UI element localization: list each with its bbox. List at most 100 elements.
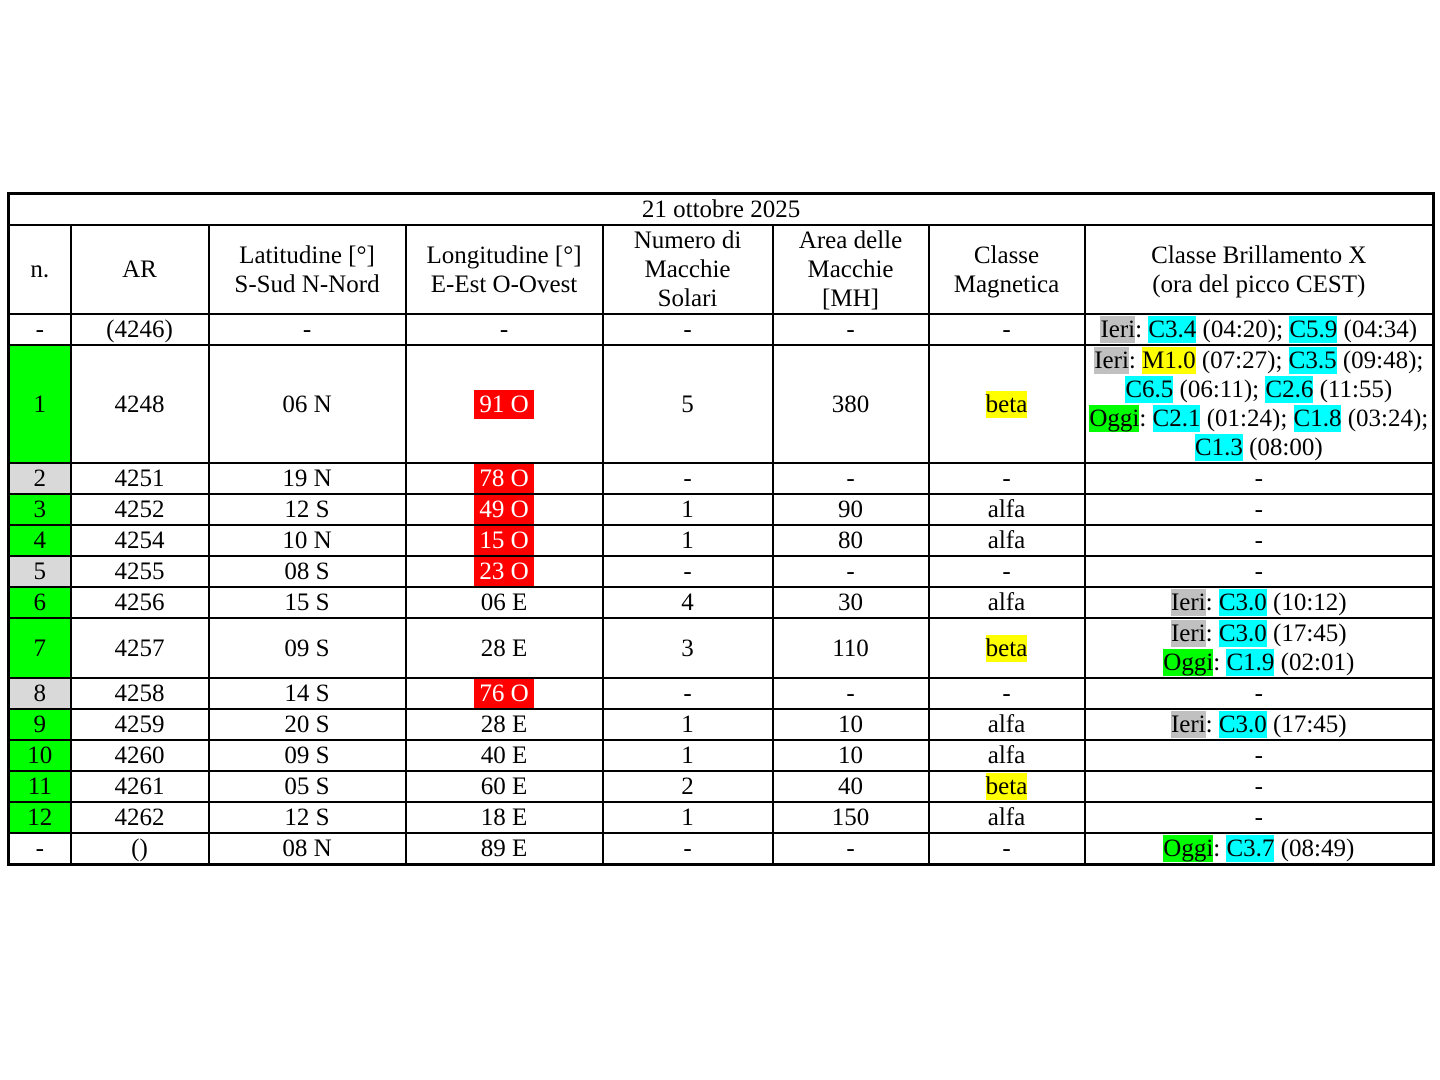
title-row: 21 ottobre 2025: [7, 192, 1435, 226]
cell-flare: -: [1083, 493, 1435, 526]
cell-n: 10: [7, 739, 72, 772]
flare-highlight: C1.9: [1226, 649, 1275, 676]
flare-highlight: C3.0: [1218, 711, 1267, 738]
flare-text: (17:45): [1266, 620, 1347, 647]
table-row: 8 4258 14 S 76 O----: [7, 677, 1435, 710]
cell-area: -: [771, 832, 930, 866]
flare-text: -: [1254, 496, 1263, 523]
table-row: 3 4252 12 S 49 O 1 90 alfa -: [7, 493, 1435, 526]
flare-text: :: [1139, 405, 1153, 432]
sunspot-report: 21 ottobre 2025 n. AR Latitudine [°] S-Sud…: [7, 192, 1436, 866]
cell-num: 2: [601, 770, 774, 803]
cell-num: -: [601, 313, 774, 346]
cell-flare: Ieri: C3.0 (17:45): [1083, 708, 1435, 741]
cell-ar: 4256: [69, 586, 210, 619]
cell-area: 30: [771, 586, 930, 619]
table-row: -() 08 N 89 E - - - Oggi: C3.7 (08:49): [7, 832, 1435, 866]
cell-mag: alfa: [927, 708, 1086, 741]
table-row: 10 4260 09 S 40 E 1 10 alfa -: [7, 739, 1435, 772]
cell-area: 10: [771, 739, 930, 772]
cell-area: -: [771, 313, 930, 346]
flare-text: -: [1254, 680, 1263, 707]
table-row: 6 4256 15 S 06 E 4 30 alfa Ieri: C3.0 (10:12): [7, 586, 1435, 619]
flare-highlight: Oggi: [1163, 835, 1214, 862]
cell-lat: 12 S: [207, 801, 407, 834]
cell-lat: -: [207, 313, 407, 346]
table-row: 9 4259 20 S 28 E 1 10 alfa Ieri: C3.0 (17:45): [7, 708, 1435, 741]
flare-text: :: [1205, 589, 1219, 616]
flare-highlight: C2.1: [1152, 405, 1201, 432]
cell-ar: 4259: [69, 708, 210, 741]
cell-area: -: [771, 555, 930, 588]
cell-flare: Ieri: M1.0 (07:27); C3.5 (09:48); C6.5 (…: [1083, 344, 1435, 464]
cell-lat: 10 N: [207, 524, 407, 557]
cell-num: 1: [601, 493, 774, 526]
cell-area: 80: [771, 524, 930, 557]
cell-lon: 91 O: [404, 344, 604, 464]
cell-lat: 09 S: [207, 739, 407, 772]
cell-lon: 15 O: [404, 524, 604, 557]
cell-area: 40: [771, 770, 930, 803]
flare-text: (09:48);: [1336, 347, 1424, 374]
cell-mag: -: [927, 313, 1086, 346]
flare-text: (11:55): [1313, 376, 1393, 403]
cell-mag: beta: [927, 344, 1086, 464]
flare-text: :: [1135, 316, 1149, 343]
cell-lon: 40 E: [404, 739, 604, 772]
cell-mag: alfa: [927, 493, 1086, 526]
flare-text: (04:20);: [1196, 316, 1290, 343]
cell-lat: 19 N: [207, 462, 407, 495]
cell-flare: -: [1083, 677, 1435, 710]
cell-flare: Ieri: C3.4 (04:20); C5.9 (04:34): [1083, 313, 1435, 346]
cell-n: 4: [7, 524, 72, 557]
limb-longitude-highlight: 15 O: [474, 527, 534, 554]
table-row: 4 4254 10 N 15 O 1 80 alfa -: [7, 524, 1435, 557]
cell-flare: -: [1083, 462, 1435, 495]
cell-num: -: [601, 832, 774, 866]
flare-text: (04:34): [1337, 316, 1418, 343]
cell-ar: 4255: [69, 555, 210, 588]
cell-lat: 08 S: [207, 555, 407, 588]
cell-lat: 14 S: [207, 677, 407, 710]
cell-ar: (): [69, 832, 210, 866]
cell-n: 6: [7, 586, 72, 619]
cell-mag: alfa: [927, 739, 1086, 772]
cell-flare: -: [1083, 739, 1435, 772]
cell-n: 9: [7, 708, 72, 741]
flare-text: -: [1254, 742, 1263, 769]
flare-highlight: Ieri: [1170, 620, 1206, 647]
cell-lon: 49 O: [404, 493, 604, 526]
cell-n: -: [7, 832, 72, 866]
cell-ar: 4248: [69, 344, 210, 464]
table-body: - (4246) - - - - - Ieri: C3.4 (04:20); C5.9 (04…: [7, 313, 1435, 866]
value-highlight: beta: [985, 634, 1028, 662]
flare-text: :: [1205, 711, 1219, 738]
flare-highlight: C3.5: [1288, 347, 1337, 374]
cell-mag: beta: [927, 617, 1086, 679]
cell-lat: 12 S: [207, 493, 407, 526]
flare-text: (08:49): [1274, 835, 1355, 862]
sunspot-table: 21 ottobre 2025 n. AR Latitudine [°] S-Sud…: [7, 192, 1436, 866]
flare-text: (08:00): [1242, 434, 1323, 461]
table-row: 7 4257 09 S 28 E 3 110 beta Ieri: C3.0 (17:45) O…: [7, 617, 1435, 679]
column-header-ar: AR: [69, 224, 210, 315]
limb-longitude-highlight: 23 O: [474, 558, 534, 585]
cell-lon: 06 E: [404, 586, 604, 619]
cell-lon: 23 O: [404, 555, 604, 588]
cell-n: 8: [7, 677, 72, 710]
cell-lon: 28 E: [404, 617, 604, 679]
table-row: 12 4262 12 S 18 E 1 150 alfa -: [7, 801, 1435, 834]
flare-highlight: C1.8: [1293, 405, 1342, 432]
cell-ar: 4258: [69, 677, 210, 710]
flare-highlight: M1.0: [1142, 347, 1196, 374]
cell-n: 1: [7, 344, 72, 464]
cell-area: -: [771, 677, 930, 710]
flare-highlight: C3.4: [1148, 316, 1197, 343]
cell-area: 90: [771, 493, 930, 526]
flare-text: :: [1213, 835, 1227, 862]
cell-ar: 4260: [69, 739, 210, 772]
column-header-lon: Longitudine [°] E-Est O-Ovest: [404, 224, 604, 315]
cell-lat: 20 S: [207, 708, 407, 741]
cell-mag: alfa: [927, 801, 1086, 834]
column-header-lat: Latitudine [°] S-Sud N-Nord: [207, 224, 407, 315]
